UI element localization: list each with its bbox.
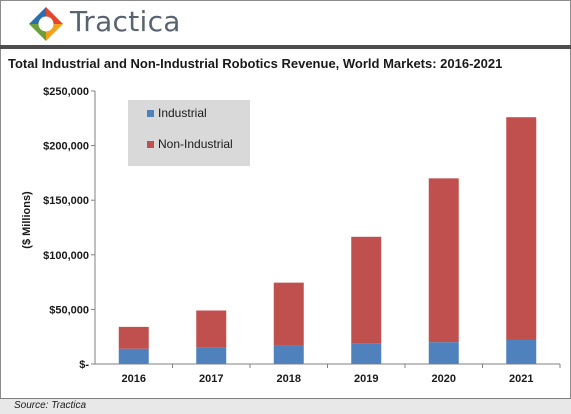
y-tick-label: $100,000: [43, 250, 89, 262]
bar-industrial-2020: [428, 342, 459, 364]
stacked-bar-chart: $- $50,000 $100,000 $150,000 $200,000 $250,00…: [21, 86, 561, 385]
bars: [118, 117, 537, 364]
bar-industrial-2017: [196, 347, 227, 364]
bar-non-industrial-2016: [118, 326, 149, 349]
bar-non-industrial-2017: [196, 310, 227, 348]
chart-title: Total Industrial and Non-Industrial Robo…: [8, 56, 503, 71]
header-rule: [0, 45, 571, 49]
bar-industrial-2018: [273, 345, 304, 364]
y-tick-label: $50,000: [49, 304, 89, 316]
y-axis-label: ($ Millions): [21, 191, 33, 249]
x-tick-label: 2021: [509, 373, 533, 385]
brand-name: Tractica: [70, 5, 181, 38]
bar-non-industrial-2019: [351, 236, 382, 344]
y-tick-label: $-: [79, 359, 89, 371]
header: Tractica: [0, 0, 571, 49]
x-tick-label: 2019: [354, 373, 378, 385]
tractica-logo-icon: [29, 7, 63, 41]
x-tick-label: 2017: [199, 373, 223, 385]
y-tick-label: $250,000: [43, 86, 89, 98]
bar-non-industrial-2020: [428, 178, 459, 343]
legend: Industrial Non-Industrial: [128, 100, 250, 166]
footer: Source: Tractica: [0, 398, 571, 414]
y-axis: $- $50,000 $100,000 $150,000 $200,000 $250,00…: [43, 86, 96, 371]
x-axis: 2016 2017 2018 2019 2020 2021: [95, 363, 561, 385]
source-note: Source: Tractica: [14, 400, 87, 411]
legend-label: Industrial: [158, 106, 207, 120]
bar-non-industrial-2018: [273, 282, 304, 346]
bar-non-industrial-2021: [506, 117, 537, 340]
legend-label: Non-Industrial: [158, 137, 233, 151]
legend-swatch: [147, 141, 154, 148]
y-tick-label: $200,000: [43, 141, 89, 153]
bar-industrial-2016: [118, 348, 149, 364]
x-tick-label: 2020: [432, 373, 456, 385]
x-tick-label: 2018: [277, 373, 301, 385]
bar-industrial-2019: [351, 343, 382, 364]
legend-swatch: [147, 110, 154, 117]
bar-industrial-2021: [506, 339, 537, 364]
x-tick-label: 2016: [122, 373, 146, 385]
y-tick-label: $150,000: [43, 195, 89, 207]
